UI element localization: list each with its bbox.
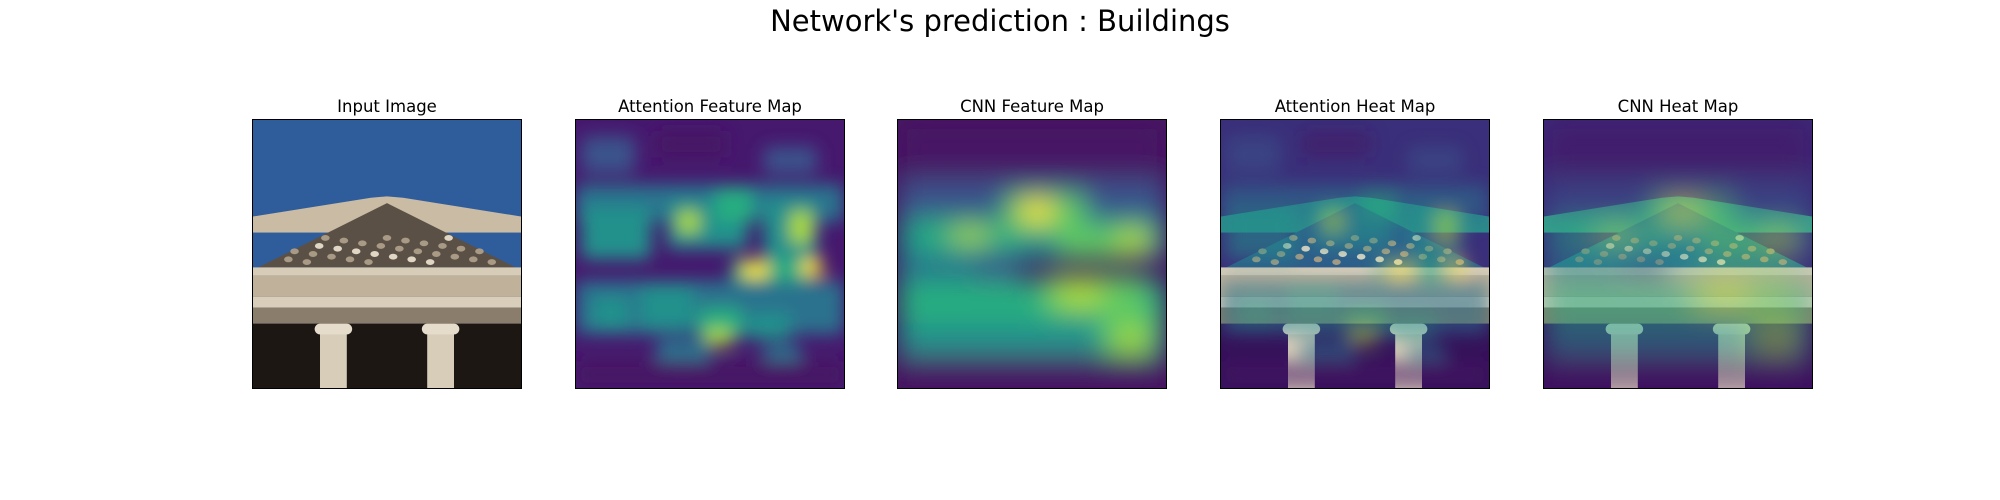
photo-frieze (253, 275, 521, 297)
attn-heat-activation-12 (1446, 259, 1468, 276)
photo-column-2 (427, 331, 454, 388)
attn-heat-overlay (1221, 130, 1489, 388)
cnn-feature-activation-14 (898, 323, 1166, 356)
panel-title: Attention Feature Map (618, 97, 802, 116)
attn-heat-activation-9 (1435, 211, 1457, 244)
attn-heat-activation-18 (1392, 312, 1436, 340)
cnn-heat-activation-9 (1544, 259, 1625, 287)
attn-heat-activation-14 (1237, 296, 1275, 330)
cnn-heat-activation-8 (1763, 227, 1796, 254)
attn-feature-activation-21 (576, 361, 844, 388)
attn-feature-activation-11 (742, 262, 769, 279)
cnn-feature-activation-4 (951, 227, 990, 244)
cnn-heat-activation-16 (1763, 329, 1791, 351)
photo-lintel-shadow (253, 307, 521, 324)
attn-feature-activation-2 (763, 146, 818, 174)
attn-heat-activation-4 (1226, 205, 1297, 260)
attn-heat-frieze-top (1221, 267, 1489, 276)
photo-column-1 (320, 331, 347, 388)
photo-architrave (253, 296, 521, 308)
photo-building (253, 120, 521, 388)
cnn-feature-map (897, 119, 1167, 389)
attn-feature-activation-0 (581, 136, 635, 174)
photo-frieze-top (253, 267, 521, 276)
panel-cnn-heat-map: CNN Heat Map (1543, 97, 1813, 389)
cnn-heat-activation-10 (1624, 254, 1668, 281)
panel-attention-feature-map: Attention Feature Map (575, 97, 845, 389)
panel-title: Attention Heat Map (1274, 97, 1436, 116)
photo-capital-2 (421, 323, 460, 335)
attn-feature-activation-18 (747, 312, 791, 340)
attn-feature-activation-14 (592, 296, 630, 330)
cnn-feature-heatmap (898, 120, 1166, 388)
attn-heat-activation-17 (1349, 329, 1377, 346)
cnn-feature-activation-10 (978, 254, 1022, 281)
attn-heat-activation-19 (1301, 339, 1355, 367)
photo-portico-shadow (253, 323, 521, 388)
cnn-heat-overlay (1544, 120, 1812, 388)
panel-title: CNN Heat Map (1617, 97, 1739, 116)
cnn-heat-map (1543, 119, 1813, 389)
attn-feature-activation-7 (715, 189, 753, 222)
cnn-heat-activation-14 (1544, 323, 1812, 356)
attn-feature-activation-1 (656, 130, 727, 158)
cnn-feature-activation-8 (1117, 227, 1150, 254)
cnn-heat-activation-17 (1544, 355, 1812, 388)
attn-heat-activation-7 (1360, 189, 1398, 222)
cnn-feature-activation-16 (1117, 329, 1145, 351)
panel-title: CNN Feature Map (960, 97, 1104, 116)
building-photo (253, 120, 521, 388)
cnn-feature-activation-17 (898, 355, 1166, 388)
attn-feature-activation-9 (790, 211, 812, 244)
cnn-feature-activation-layer (898, 120, 1166, 388)
attn-heat-activation-11 (1387, 262, 1414, 279)
attn-heat-activation-0 (1226, 136, 1280, 174)
attn-heat-activation-6 (1322, 211, 1345, 233)
attn-feature-activation-4 (581, 205, 652, 260)
attn-feature-activation-17 (704, 329, 732, 346)
cnn-heat-frieze-top (1544, 267, 1812, 276)
attention-heat-overlay (1221, 120, 1489, 388)
cnn-heat-overlay (1544, 120, 1812, 388)
cnn-feature-activation-13 (1058, 280, 1102, 308)
figure-title: Network's prediction : Buildings (770, 4, 1230, 38)
cnn-heat-activation-13 (1704, 280, 1748, 308)
attention-feature-heatmap (576, 120, 844, 388)
cnn-feature-activation-7 (1058, 227, 1129, 260)
attn-feature-activation-layer (576, 130, 844, 388)
attn-feature-activation-19 (656, 339, 710, 367)
cnn-feature-activation-0 (898, 120, 1166, 179)
attn-feature-activation-6 (677, 211, 700, 233)
cnn-heat-activation-4 (1597, 227, 1636, 244)
attn-feature-activation-15 (640, 286, 694, 330)
cnn-heat-activation-7 (1704, 227, 1775, 260)
attention-feature-map (575, 119, 845, 389)
attn-heat-activation-2 (1408, 146, 1463, 174)
input-image (252, 119, 522, 389)
attn-heat-activation-1 (1301, 130, 1372, 158)
panel-cnn-feature-map: CNN Feature Map (897, 97, 1167, 389)
cnn-heat-activation-6 (1667, 200, 1700, 222)
cnn-feature-activation-9 (898, 259, 979, 287)
panel-attention-heat-map: Attention Heat Map (1220, 97, 1490, 389)
photo-capital-1 (314, 323, 353, 335)
attn-heat-activation-21 (1221, 361, 1489, 388)
attn-heat-activation-15 (1285, 286, 1339, 330)
panel-title: Input Image (337, 97, 437, 116)
cnn-heat-activation-0 (1544, 120, 1812, 179)
attn-feature-activation-12 (801, 259, 823, 276)
panel-input-image: Input Image (252, 97, 522, 389)
cnn-feature-activation-6 (1021, 200, 1054, 222)
attention-heat-map (1220, 119, 1490, 389)
